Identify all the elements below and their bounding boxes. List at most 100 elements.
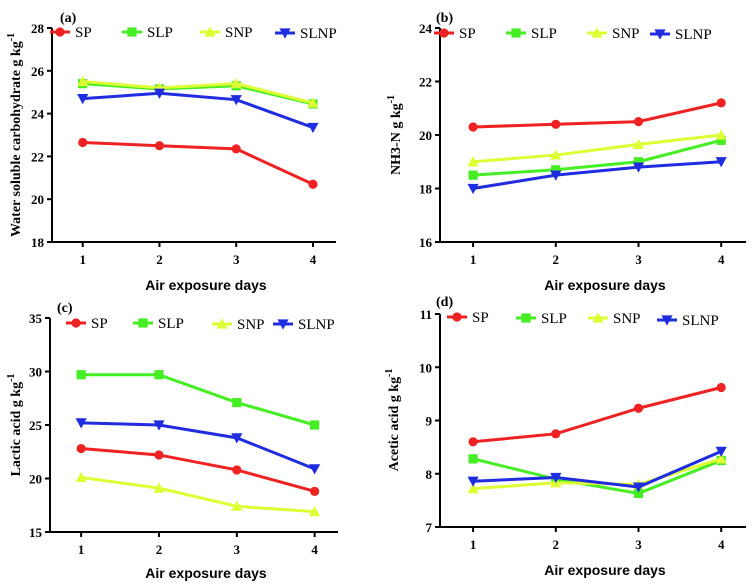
panel-a: 18 20 22 24 26 28 1 2 3 4 Air exposure days Water s… (6, 11, 337, 293)
legend-marker-snp-a (204, 26, 216, 37)
data-point-snp-a (307, 97, 319, 108)
data-point-slnp-d (467, 476, 479, 487)
series-line-slnp-c (81, 421, 316, 471)
data-point-slp-d (633, 488, 644, 499)
data-point-slp-b (468, 170, 478, 180)
panel-c: 15 20 25 30 35 1 2 3 4 Air exposure days Lactic ac… (6, 301, 338, 581)
data-point-sp-d (716, 382, 726, 393)
legend-label-slnp-d: SLNP (682, 313, 719, 329)
data-point-sp-b (551, 119, 561, 129)
data-point-slnp-b (715, 157, 727, 168)
data-point-snp-d (715, 453, 727, 464)
series-line-snp-a (82, 80, 314, 105)
y-tick-label-a: 24 (31, 107, 45, 122)
series-line-sp-b (473, 101, 722, 129)
data-point-slp-c (154, 370, 164, 380)
series-line-sp-a (82, 140, 314, 186)
x-axis-label-d: Air exposure days (544, 562, 666, 578)
data-point-slp-b (716, 135, 726, 145)
legend-label-snp-a: SNP (225, 25, 253, 41)
y-tick-label-d: 7 (426, 520, 433, 535)
data-point-sp-d (633, 403, 644, 413)
data-point-sp-a (78, 137, 88, 148)
y-axis-label-superscript-d: -1 (384, 369, 395, 377)
data-point-slnp-a (230, 95, 242, 106)
series-line-slnp-a (82, 91, 314, 129)
legend-label-slnp-c: SLNP (298, 317, 335, 333)
y-tick-label-c: 35 (29, 311, 43, 326)
data-point-snp-c (75, 471, 87, 483)
panel-label-a: (a) (60, 11, 77, 26)
y-tick-label-c: 30 (29, 365, 42, 380)
data-point-sp-c (76, 443, 86, 454)
series-line-slp-d (472, 457, 722, 496)
data-point-sp-c (154, 450, 164, 460)
panel-label-b: (b) (436, 11, 453, 26)
y-axis-label-superscript-a: -1 (6, 33, 17, 41)
y-tick-label-d: 9 (426, 414, 433, 429)
y-tick-label-b: 20 (419, 128, 432, 143)
y-tick-label-a: 18 (31, 235, 45, 250)
legend-label-snp-c: SNP (237, 317, 265, 333)
panel-label-d: (d) (436, 295, 453, 310)
y-tick-label-d: 8 (426, 467, 433, 482)
y-tick-label-c: 20 (29, 472, 42, 487)
legend-label-snp-d: SNP (613, 311, 641, 327)
legend-marker-slnp-a (279, 28, 291, 39)
data-point-slp-b (633, 157, 644, 167)
data-point-snp-c (231, 500, 243, 511)
y-tick-label-d: 10 (419, 360, 432, 375)
data-point-slnp-a (77, 94, 89, 105)
data-point-sp-b (468, 122, 478, 132)
x-tick-label-a: 3 (233, 252, 240, 267)
y-tick-label-a: 26 (31, 64, 45, 79)
legend-marker-slnp-c (277, 319, 289, 330)
data-point-slnp-a (307, 122, 319, 134)
data-point-slnp-b (550, 170, 562, 181)
x-tick-label-b: 1 (470, 252, 477, 267)
x-tick-label-c: 3 (234, 542, 241, 557)
legend-label-snp-b: SNP (612, 26, 640, 42)
legend-marker-sp-d (452, 312, 462, 322)
legend-label-sp-a: SP (75, 25, 92, 41)
x-axis-label-b: Air exposure days (544, 277, 666, 293)
data-point-slnp-d (715, 446, 727, 457)
x-tick-label-c: 2 (156, 542, 163, 557)
data-point-sp-b (633, 117, 644, 127)
y-axis-label-d: Acetic acid g kg-1 (384, 369, 402, 472)
y-tick-label-c: 25 (29, 418, 43, 433)
legend-label-sp-c: SP (91, 316, 108, 332)
x-tick-label-d: 4 (718, 537, 725, 552)
data-point-slnp-c (75, 418, 87, 429)
legend-label-slnp-a: SLNP (300, 26, 337, 42)
legend-label-slnp-b: SLNP (675, 27, 712, 43)
x-tick-label-d: 1 (470, 537, 477, 552)
data-point-snp-b (467, 156, 479, 167)
y-tick-label-d: 11 (420, 307, 432, 322)
y-axis-label-b: NH3-N g kg-1 (386, 95, 404, 175)
y-tick-label-b: 16 (419, 235, 433, 250)
legend-label-slp-b: SLP (531, 26, 557, 42)
y-axis-label-superscript-b: -1 (386, 95, 397, 103)
data-point-slnp-b (632, 162, 645, 173)
legend-marker-slp-d (521, 313, 531, 323)
legend-marker-sp-a (55, 27, 65, 37)
x-tick-label-b: 3 (635, 252, 642, 267)
x-tick-label-a: 2 (156, 252, 163, 267)
x-axis-label-c: Air exposure days (145, 565, 267, 581)
legend-label-sp-d: SP (472, 310, 489, 326)
x-tick-label-d: 2 (553, 537, 560, 552)
x-axis-label-a: Air exposure days (145, 277, 267, 293)
series-line-slp-a (82, 82, 314, 106)
x-tick-label-d: 3 (635, 537, 642, 552)
x-tick-label-b: 4 (718, 252, 725, 267)
data-point-slp-c (232, 397, 242, 408)
legend-marker-slp-c (138, 318, 148, 328)
y-tick-label-b: 24 (419, 21, 433, 36)
data-point-slp-c (310, 420, 320, 430)
data-point-snp-d (467, 483, 479, 494)
legend-label-slp-a: SLP (147, 25, 173, 41)
y-tick-label-a: 20 (31, 192, 44, 207)
data-point-slp-d (468, 454, 478, 464)
